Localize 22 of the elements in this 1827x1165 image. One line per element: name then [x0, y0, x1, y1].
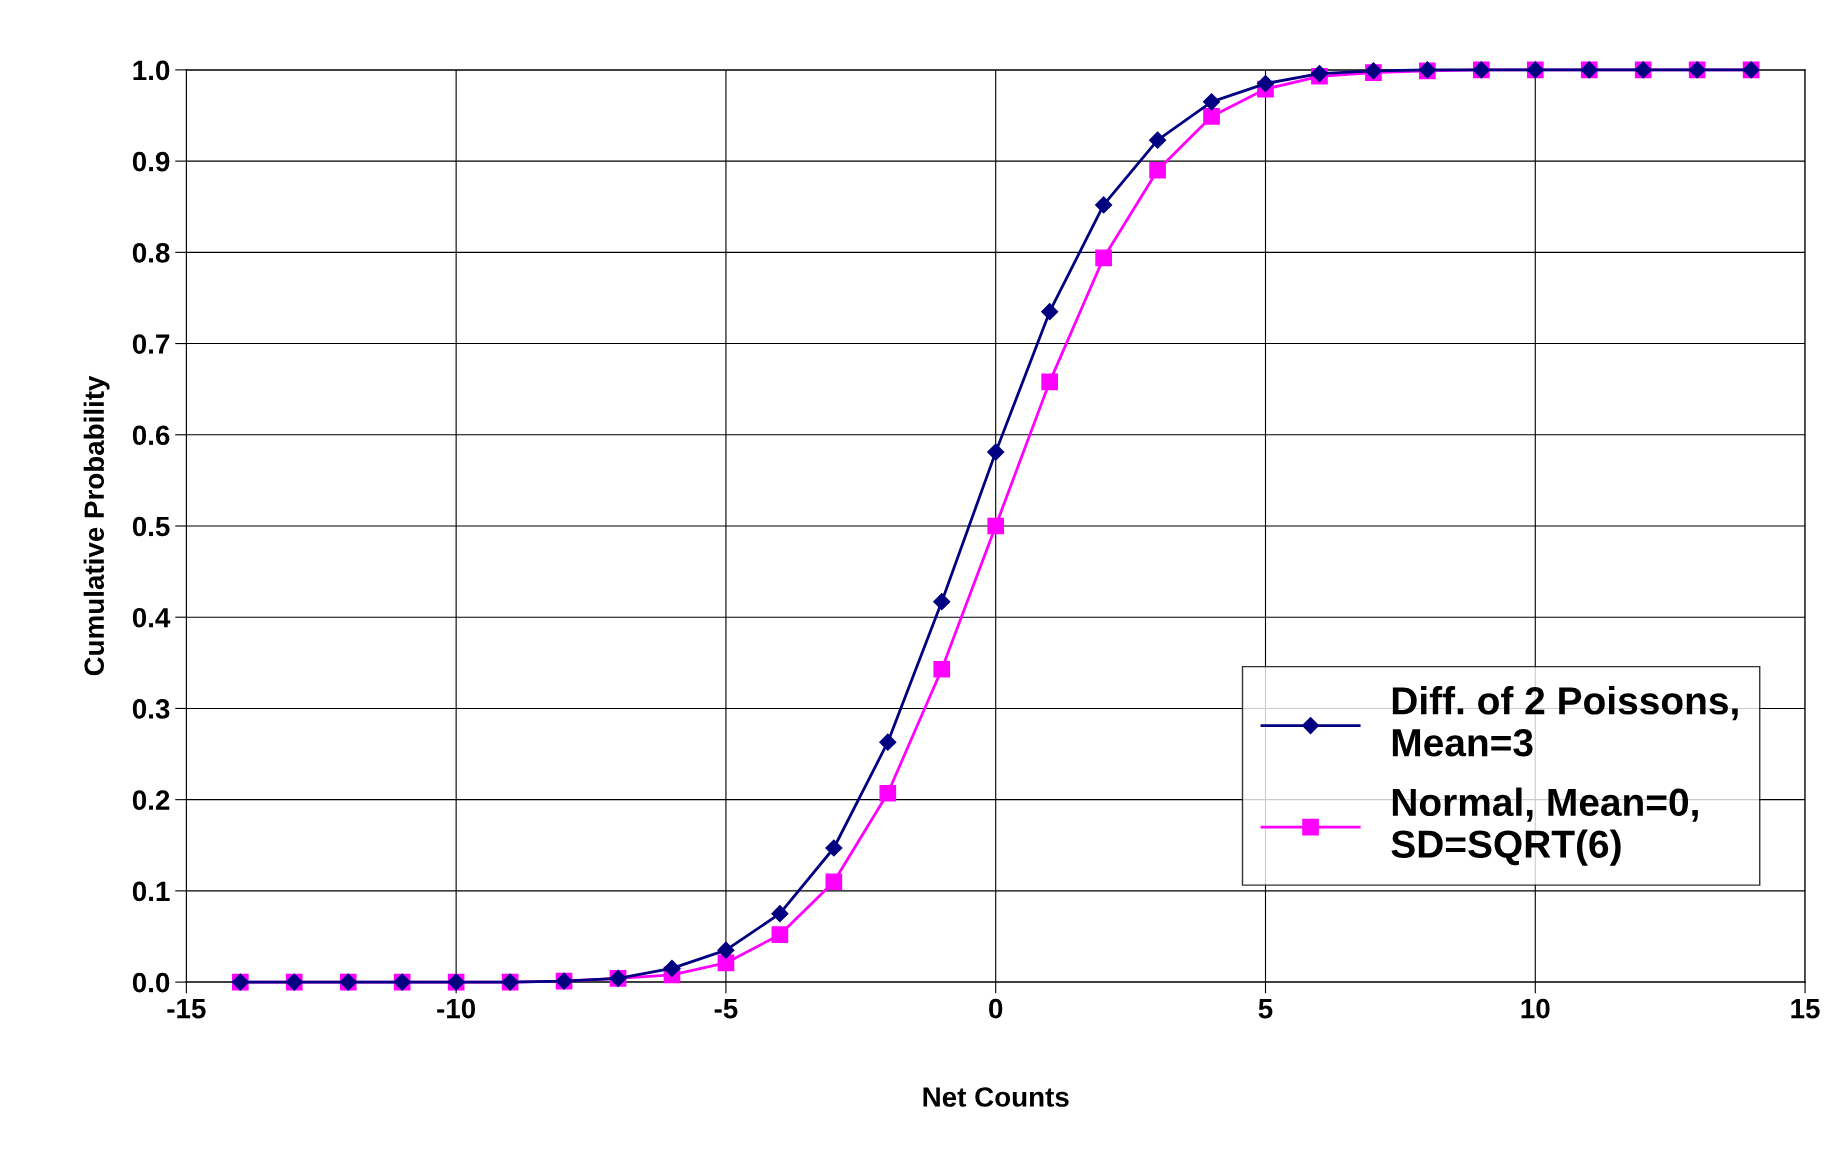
- x-tick-label: 5: [1258, 999, 1273, 1019]
- legend-label: Diff. of 2 Poissons, Mean=3: [1392, 686, 1738, 757]
- y-tick-label: 0.5: [132, 516, 170, 537]
- x-tick-label: -10: [437, 998, 476, 1019]
- y-tick-label: 0.8: [132, 243, 170, 263]
- x-tick-label: 10: [1521, 998, 1550, 1019]
- x-tick-label: -5: [714, 999, 738, 1019]
- y-tick-label: 0.0: [132, 972, 170, 993]
- x-axis-title: Net Counts: [923, 1087, 1069, 1107]
- y-tick-label: 0.2: [132, 790, 170, 810]
- y-tick-label: 1.0: [133, 60, 170, 81]
- y-tick-label: 0.4: [132, 607, 171, 628]
- x-tick-label: 15: [1791, 999, 1820, 1019]
- legend-label: Normal, Mean=0, SD=SQRT(6): [1391, 787, 1698, 866]
- y-tick-label: 0.3: [132, 699, 170, 719]
- y-tick-label: 0.6: [132, 425, 170, 446]
- y-axis-title: Cumulative Probability: [83, 375, 110, 676]
- y-tick-label: 0.1: [132, 881, 170, 902]
- y-tick-label: 0.9: [132, 151, 170, 172]
- x-tick-label: -15: [167, 999, 206, 1019]
- x-tick-label: 0: [989, 998, 1003, 1019]
- y-tick-label: 0.7: [132, 334, 170, 354]
